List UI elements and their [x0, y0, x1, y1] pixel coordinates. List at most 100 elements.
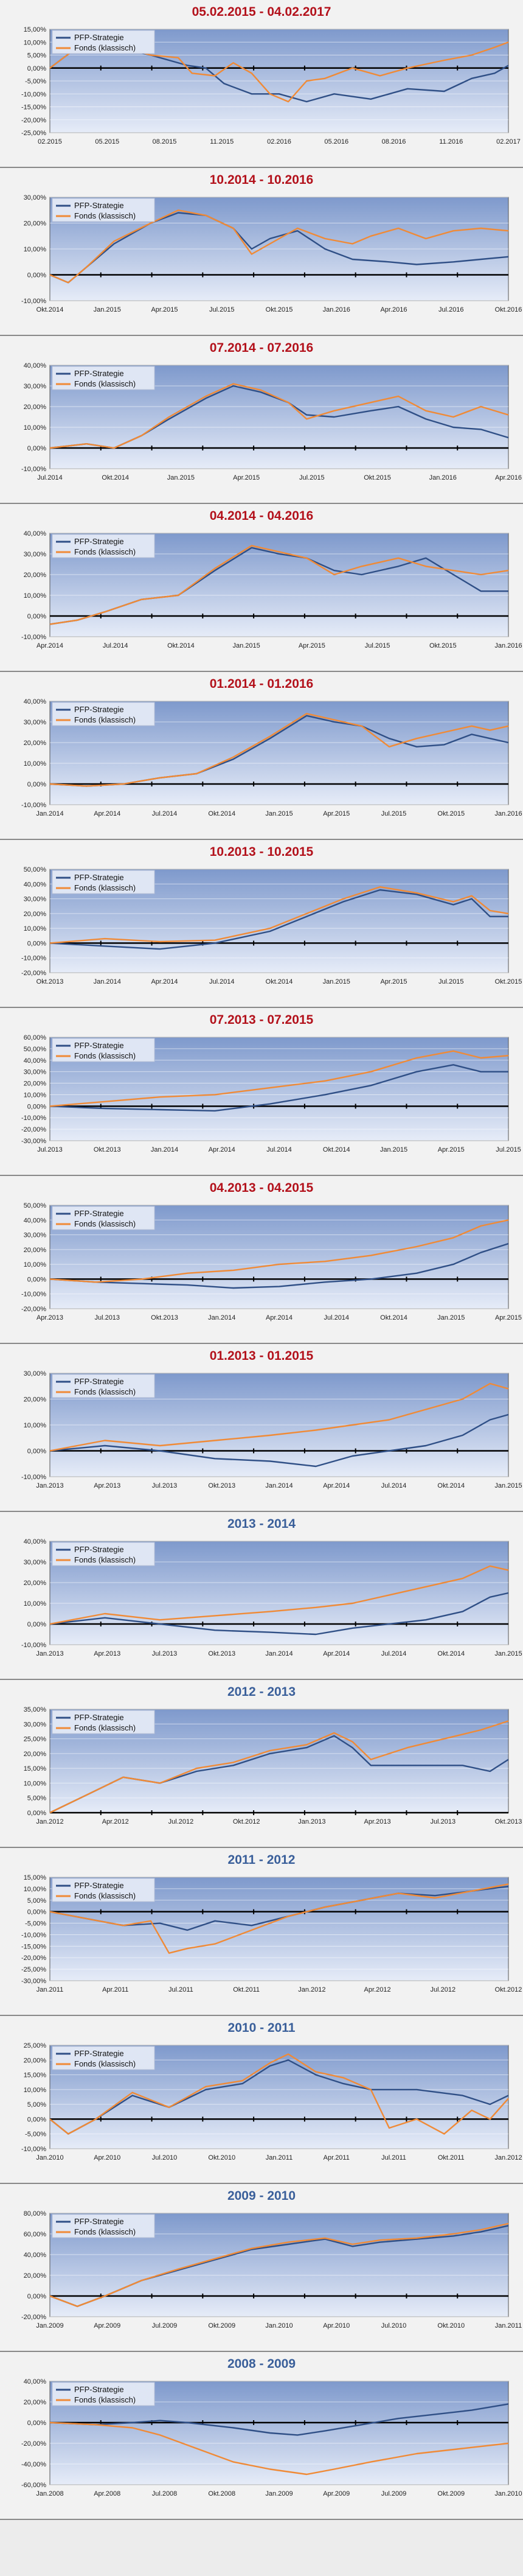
- y-tick-label: -30,00%: [21, 1138, 46, 1145]
- legend-box: [52, 1374, 155, 1398]
- legend-label: PFP-Strategie: [74, 33, 124, 42]
- y-tick-label: 30,00%: [24, 896, 47, 903]
- x-tick-label: Okt.2014: [266, 978, 293, 985]
- x-tick-label: 02.2017: [496, 138, 521, 145]
- chart-panel: 2009 - 2010 80,00% 60,00% 40,00% 20,00% 0,00%…: [0, 2184, 523, 2352]
- x-tick-label: Okt.2013: [495, 1818, 522, 1825]
- chart-panel: 07.2013 - 07.2015 60,00% 50,00% 40,00% 30,00…: [0, 1008, 523, 1176]
- y-tick-label: 0,00%: [27, 2116, 46, 2123]
- chart-panel: 10.2013 - 10.2015 50,00% 40,00% 30,00% 20,00…: [0, 840, 523, 1008]
- y-tick-label: 30,00%: [24, 1721, 47, 1728]
- line-chart: 35,00% 30,00% 25,00% 20,00% 15,00% 10,00% 5,00…: [24, 1706, 522, 1825]
- line-chart: 60,00% 50,00% 40,00% 30,00% 20,00% 10,00% 0,00…: [21, 1034, 521, 1153]
- x-tick-label: Jul.2013: [430, 1818, 455, 1825]
- y-tick-label: 50,00%: [24, 1046, 47, 1053]
- series-line-fund: [49, 545, 509, 625]
- y-tick-label: 20,00%: [24, 404, 47, 411]
- y-tick-label: 0,00%: [27, 1810, 46, 1817]
- chart-title: 2009 - 2010: [227, 2189, 296, 2203]
- y-tick-label: 10,00%: [24, 925, 47, 933]
- x-tick-label: Apr.2016: [380, 306, 407, 313]
- x-tick-label: Jul.2014: [381, 1650, 407, 1657]
- legend-label: Fonds (klassisch): [74, 1555, 136, 1564]
- y-tick-label: 10,00%: [24, 592, 47, 600]
- x-tick-label: Okt.2010: [208, 2154, 235, 2161]
- chart-title: 04.2014 - 04.2016: [209, 509, 314, 523]
- y-tick-label: 15,00%: [24, 2072, 47, 2079]
- x-tick-label: Jul.2015: [438, 978, 464, 985]
- y-tick-label: 10,00%: [24, 39, 47, 46]
- y-tick-label: 10,00%: [24, 1091, 47, 1099]
- x-tick-label: Okt.2008: [208, 2490, 235, 2497]
- y-tick-label: 20,00%: [24, 2272, 47, 2280]
- legend-label: Fonds (klassisch): [74, 43, 136, 52]
- legend-label: Fonds (klassisch): [74, 211, 136, 220]
- y-tick-label: -40,00%: [21, 2461, 46, 2468]
- chart-title: 10.2014 - 10.2016: [209, 173, 314, 187]
- x-tick-label: Apr.2010: [323, 2322, 350, 2329]
- y-tick-label: 50,00%: [24, 1202, 47, 1209]
- line-chart: 30,00% 20,00% 10,00% 0,00% -10,00%Okt.2014 Ja…: [21, 194, 522, 313]
- x-tick-label: Okt.2015: [364, 474, 391, 481]
- legend-label: PFP-Strategie: [74, 537, 124, 546]
- series-line-strategy: [49, 1064, 508, 1112]
- x-tick-label: Apr.2015: [323, 810, 350, 817]
- chart-title: 05.02.2015 - 04.02.2017: [192, 5, 331, 19]
- y-tick-label: -20,00%: [21, 1955, 46, 1962]
- legend-box: [52, 198, 155, 222]
- series-line-fund: [49, 886, 509, 944]
- y-tick-label: 10,00%: [24, 2087, 47, 2094]
- x-tick-label: Apr.2009: [323, 2490, 350, 2497]
- y-tick-label: 10,00%: [24, 1600, 47, 1608]
- x-tick-label: Jul.2015: [496, 1146, 521, 1153]
- chart-title: 01.2013 - 01.2015: [209, 1349, 314, 1363]
- series-line-strategy: [49, 1592, 509, 1636]
- x-tick-label: 02.2015: [38, 138, 62, 145]
- legend-box: [52, 2382, 155, 2406]
- x-tick-label: Okt.2011: [438, 2154, 465, 2161]
- legend-label: PFP-Strategie: [74, 1209, 124, 1218]
- y-tick-label: 0,00%: [27, 613, 46, 620]
- legend-box: [52, 1038, 155, 1062]
- x-tick-label: Okt.2013: [208, 1482, 235, 1489]
- x-tick-label: Jan.2012: [298, 1986, 325, 1993]
- legend-box: [52, 1710, 155, 1734]
- legend-label: Fonds (klassisch): [74, 1723, 136, 1732]
- y-tick-label: 0,00%: [27, 781, 46, 788]
- series-line-fund: [49, 1565, 509, 1625]
- y-tick-label: 20,00%: [24, 220, 47, 228]
- x-tick-label: Jan.2008: [36, 2490, 63, 2497]
- x-tick-label: Jan.2009: [265, 2490, 293, 2497]
- x-tick-label: Apr.2014: [209, 1146, 235, 1153]
- line-chart: 50,00% 40,00% 30,00% 20,00% 10,00% 0,00% -10,0…: [21, 866, 522, 985]
- x-tick-label: Okt.2014: [208, 810, 235, 817]
- y-tick-label: 30,00%: [24, 1232, 47, 1239]
- x-tick-label: Jan.2013: [298, 1818, 325, 1825]
- x-tick-label: Jan.2014: [151, 1146, 178, 1153]
- series-line-fund: [49, 41, 509, 103]
- chart-title: 2010 - 2011: [227, 2021, 296, 2035]
- x-tick-label: Jan.2014: [94, 978, 121, 985]
- line-chart: 80,00%60,00%40,00%20,00%0,00%-20,00%Jan.…: [21, 2210, 522, 2329]
- y-tick-label: 40,00%: [24, 881, 47, 888]
- y-tick-label: -20,00%: [21, 117, 46, 124]
- y-tick-label: -25,00%: [21, 1966, 46, 1973]
- chart-panel: 05.02.2015 - 04.02.2017 15,00% 10,00% 5,00%…: [0, 0, 523, 168]
- series-line-fund: [49, 2222, 509, 2308]
- x-tick-label: Jul.2010: [381, 2322, 407, 2329]
- y-tick-label: 40,00%: [24, 2378, 47, 2385]
- y-tick-label: 5,00%: [27, 1795, 46, 1802]
- x-tick-label: Jan.2012: [36, 1818, 63, 1825]
- x-tick-label: Jul.2016: [438, 306, 464, 313]
- x-tick-label: Jul.2012: [430, 1986, 455, 1993]
- y-tick-label: 60,00%: [24, 2231, 47, 2238]
- y-tick-label: -15,00%: [21, 1943, 46, 1950]
- x-tick-label: Apr.2015: [438, 1146, 465, 1153]
- x-tick-label: Apr.2013: [94, 1650, 120, 1657]
- x-tick-label: Jan.2016: [429, 474, 457, 481]
- y-tick-label: 25,00%: [24, 2042, 47, 2049]
- y-tick-label: -10,00%: [21, 298, 46, 305]
- x-tick-label: Okt.2012: [233, 1818, 260, 1825]
- y-tick-label: 30,00%: [24, 1370, 47, 1377]
